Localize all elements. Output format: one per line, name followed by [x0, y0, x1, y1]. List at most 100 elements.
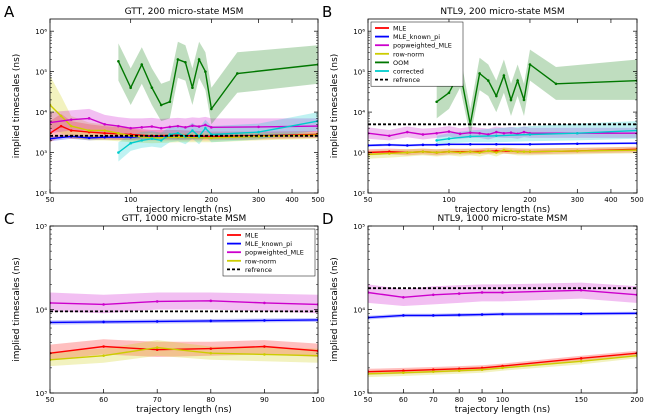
y-tick-label: 10⁴	[35, 109, 47, 117]
panel-a: A GTT, 200 micro-state MSM 50 100 200 300 400 5…	[4, 3, 325, 215]
legend-label: corrected	[393, 68, 424, 76]
x-tick-label: 150	[574, 396, 587, 404]
y-tick-label: 10⁶	[35, 28, 47, 36]
x-tick-label: 200	[523, 196, 536, 204]
point-oom	[554, 82, 558, 86]
series-popweighted-mle	[50, 300, 318, 306]
point-popweighted-mle	[431, 293, 435, 297]
point-mle	[480, 366, 484, 370]
y-tick-label: 10⁵	[35, 223, 47, 231]
point-popweighted-mle	[140, 126, 144, 129]
y-tick-label: 10³	[35, 390, 47, 398]
point-corrected	[576, 131, 579, 135]
point-oom	[509, 98, 513, 102]
point-row-norm	[435, 151, 438, 154]
point-row-norm	[509, 149, 513, 153]
y-tick-label: 10³	[353, 390, 365, 398]
point-popweighted-mle	[103, 122, 107, 126]
x-tick-label: 60	[399, 396, 408, 404]
point-mle-known-pi	[431, 314, 435, 317]
point-popweighted-mle	[155, 300, 159, 303]
point-row-norm	[528, 150, 532, 153]
point-popweighted-mle	[457, 292, 461, 295]
point-popweighted-mle	[509, 131, 513, 134]
point-popweighted-mle	[263, 301, 266, 305]
panel-letter: D	[322, 210, 334, 228]
point-oom	[522, 98, 526, 102]
point-oom	[159, 103, 163, 107]
point-oom	[516, 79, 519, 82]
point-popweighted-mle	[197, 125, 201, 128]
panel-title: NTL9, 1000 micro-state MSM	[438, 214, 568, 224]
band-row-norm	[368, 147, 637, 159]
point-row-norm	[117, 131, 120, 135]
x-axis-label: trajectory length (ns)	[136, 405, 232, 415]
legend-label: MLE	[393, 25, 406, 33]
band-mle	[368, 350, 637, 375]
x-tick-label: 200	[205, 196, 218, 204]
y-tick-label: 10⁴	[353, 307, 365, 315]
point-popweighted-mle	[69, 118, 73, 121]
point-row-norm	[458, 151, 462, 154]
series-row-norm	[50, 346, 318, 361]
point-popweighted-mle	[257, 125, 260, 129]
point-row-norm	[69, 124, 73, 128]
band-oom	[436, 49, 637, 137]
point-mle	[579, 357, 583, 360]
x-tick-label: 100	[496, 396, 509, 404]
x-tick-label: 500	[630, 196, 643, 204]
legend-label: MLE_known_pi	[245, 240, 292, 248]
point-oom	[478, 72, 481, 75]
point-popweighted-mle	[468, 131, 472, 134]
point-mle	[263, 345, 266, 348]
x-tick-label: 300	[252, 196, 265, 204]
point-corrected	[528, 133, 532, 136]
point-row-norm	[209, 351, 213, 355]
point-mle-known-pi	[102, 320, 105, 324]
band-popweighted-mle	[50, 292, 318, 314]
point-mle	[69, 129, 73, 132]
legend: MLEMLE_known_pipopweighted_MLErow-normOO…	[370, 21, 464, 87]
y-tick-label: 10⁵	[35, 69, 47, 77]
panel-title: GTT, 1000 micro-state MSM	[122, 214, 247, 224]
point-popweighted-mle	[184, 126, 187, 129]
legend-label: row-norm	[245, 257, 276, 265]
point-row-norm	[210, 136, 213, 140]
point-row-norm	[387, 152, 391, 155]
x-tick-label: 80	[206, 396, 215, 404]
point-mle-known-pi	[87, 136, 91, 140]
x-tick-label: 90	[478, 396, 487, 404]
point-popweighted-mle	[87, 117, 91, 120]
point-oom	[502, 74, 506, 77]
point-oom	[184, 61, 187, 64]
point-mle	[103, 131, 107, 135]
band-popweighted-mle	[368, 282, 637, 306]
panel-c: C GTT, 1000 micro-state MSM 50 60 70 80 90 100 1…	[4, 210, 325, 415]
x-tick-label: 300	[571, 196, 584, 204]
point-row-norm	[522, 150, 526, 153]
x-tick-label: 80	[455, 396, 464, 404]
point-popweighted-mle	[150, 125, 154, 128]
point-row-norm	[579, 359, 583, 363]
x-tick-label: 50	[46, 396, 55, 404]
x-tick-label: 400	[604, 196, 617, 204]
point-popweighted-mle	[486, 133, 490, 136]
point-row-norm	[59, 114, 63, 118]
y-tick-label: 10³	[35, 150, 47, 158]
point-popweighted-mle	[168, 125, 172, 129]
point-popweighted-mle	[478, 131, 481, 135]
legend-label: MLE_known_pi	[393, 33, 440, 41]
point-oom	[191, 86, 194, 90]
point-row-norm	[480, 368, 484, 372]
point-corrected	[176, 131, 180, 135]
x-axis-label: trajectory length (ns)	[455, 405, 551, 415]
y-tick-label: 10⁶	[353, 28, 365, 36]
panel-b: B NTL9, 200 micro-state MSM 50 100 200 300 400…	[322, 3, 644, 215]
point-row-norm	[103, 129, 107, 132]
y-axis-label: implied timescales (ns)	[12, 257, 22, 362]
y-axis-label: implied timescales (ns)	[330, 54, 340, 159]
point-row-norm	[495, 151, 498, 154]
point-oom	[150, 86, 154, 90]
point-popweighted-mle	[435, 131, 438, 135]
plot-area	[368, 49, 637, 159]
